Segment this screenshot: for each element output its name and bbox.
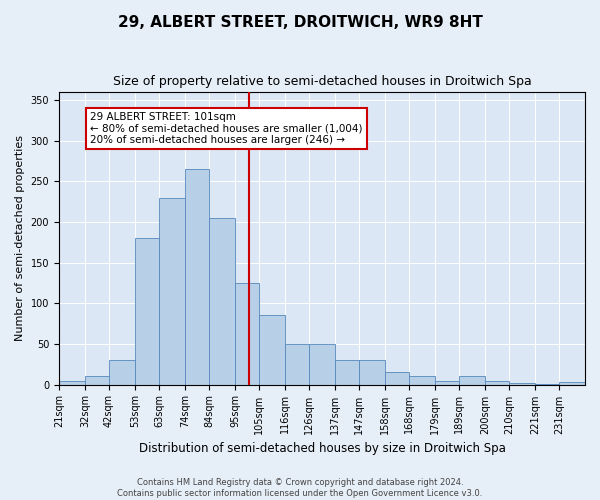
Bar — [335, 360, 359, 384]
Title: Size of property relative to semi-detached houses in Droitwich Spa: Size of property relative to semi-detach… — [113, 75, 532, 88]
Bar — [459, 376, 485, 384]
Bar — [435, 380, 459, 384]
Bar — [385, 372, 409, 384]
Bar — [285, 344, 309, 385]
Y-axis label: Number of semi-detached properties: Number of semi-detached properties — [15, 136, 25, 342]
Text: Contains HM Land Registry data © Crown copyright and database right 2024.
Contai: Contains HM Land Registry data © Crown c… — [118, 478, 482, 498]
Bar — [409, 376, 435, 384]
Bar — [135, 238, 159, 384]
Bar — [159, 198, 185, 384]
Bar — [359, 360, 385, 384]
X-axis label: Distribution of semi-detached houses by size in Droitwich Spa: Distribution of semi-detached houses by … — [139, 442, 505, 455]
Bar — [309, 344, 335, 385]
Bar — [185, 169, 209, 384]
Bar — [59, 380, 85, 384]
Text: 29 ALBERT STREET: 101sqm
← 80% of semi-detached houses are smaller (1,004)
20% o: 29 ALBERT STREET: 101sqm ← 80% of semi-d… — [90, 112, 362, 145]
Bar — [259, 316, 285, 384]
Bar — [109, 360, 135, 384]
Bar — [85, 376, 109, 384]
Bar — [509, 383, 535, 384]
Bar — [235, 283, 259, 384]
Bar — [559, 382, 585, 384]
Text: 29, ALBERT STREET, DROITWICH, WR9 8HT: 29, ALBERT STREET, DROITWICH, WR9 8HT — [118, 15, 482, 30]
Bar — [485, 380, 509, 384]
Bar — [209, 218, 235, 384]
